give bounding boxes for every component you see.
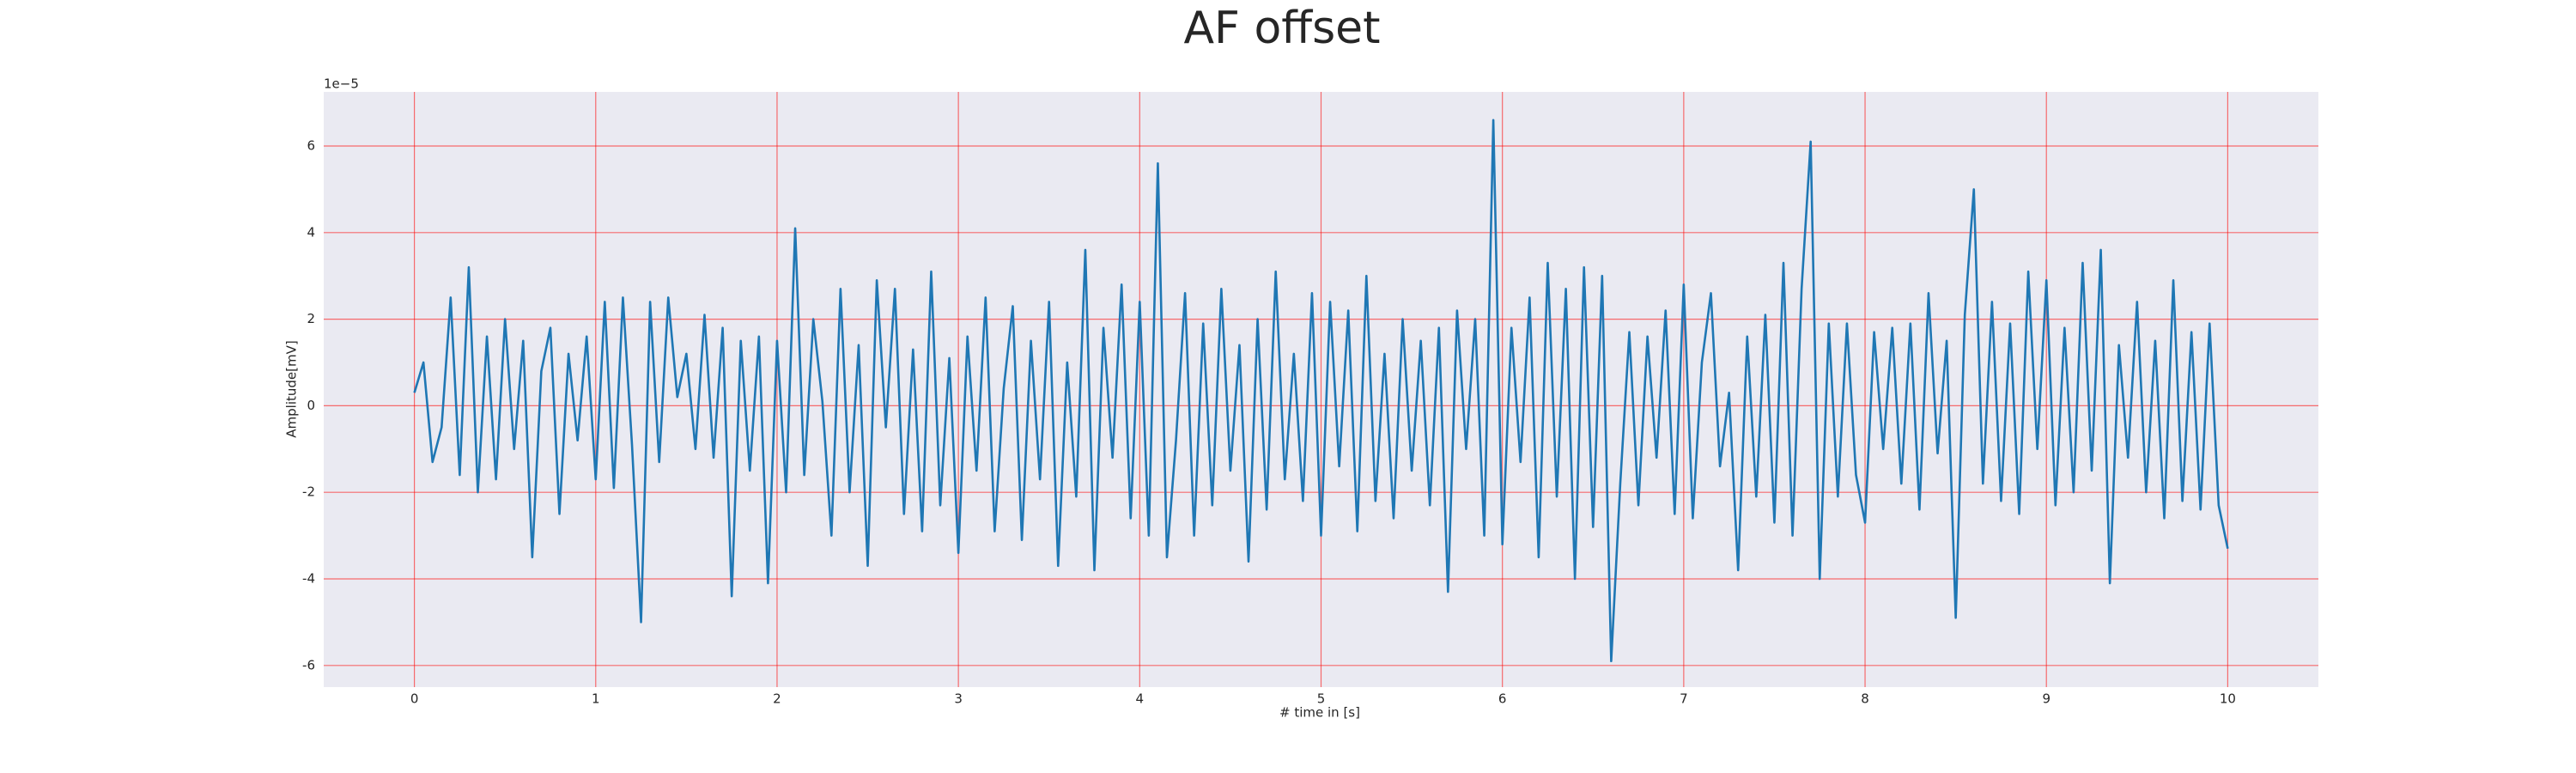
x-tick-label: 5: [1317, 691, 1326, 707]
y-tick-label: -2: [302, 484, 315, 500]
chart-title: AF offset: [1183, 3, 1380, 54]
x-axis-label: # time in [s]: [1279, 705, 1360, 721]
data-line: [413, 119, 2229, 663]
y-tick-label: -6: [302, 657, 315, 673]
x-tick-label: 1: [592, 691, 600, 707]
y-tick-label: 2: [307, 311, 315, 326]
x-tick-label: 6: [1498, 691, 1507, 707]
x-tick-label: 10: [2220, 691, 2236, 707]
y-tick-label: 0: [307, 398, 315, 413]
x-tick-label: 9: [2042, 691, 2050, 707]
y-axis-label: Amplitude[mV]: [284, 340, 300, 437]
x-tick-label: 8: [1861, 691, 1869, 707]
x-tick-label: 3: [954, 691, 963, 707]
x-tick-label: 0: [410, 691, 419, 707]
x-tick-label: 7: [1680, 691, 1688, 707]
y-offset-label: 1e−5: [324, 76, 359, 92]
x-tick-label: 4: [1136, 691, 1145, 707]
y-tick-label: 6: [307, 138, 315, 154]
y-tick-label: 4: [307, 224, 315, 240]
y-tick-label: -4: [302, 571, 315, 587]
x-tick-label: 2: [773, 691, 781, 707]
